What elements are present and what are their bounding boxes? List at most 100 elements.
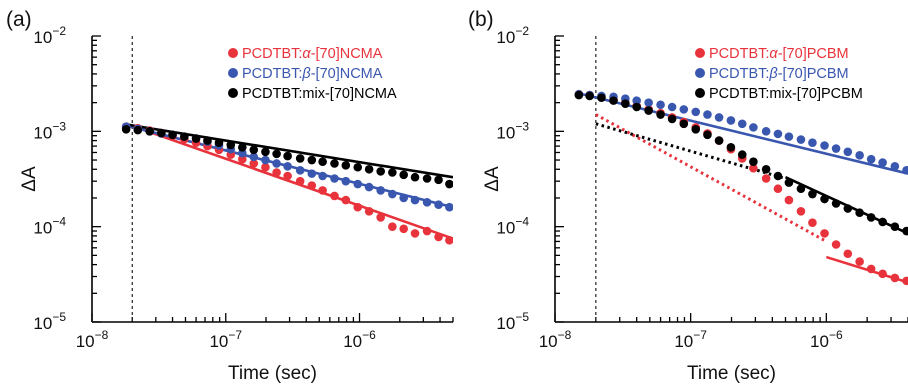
data-point	[249, 145, 259, 155]
panel-label: (b)	[468, 8, 494, 31]
data-point	[890, 161, 900, 171]
data-point	[341, 161, 351, 170]
y-tick-label: 10−4	[33, 215, 66, 238]
y-tick-label: 10−3	[33, 119, 66, 142]
data-point	[434, 175, 443, 185]
data-point	[866, 213, 876, 222]
data-point	[168, 130, 177, 140]
legend-entry: PCDTBT:β-[70]NCMA	[242, 66, 383, 82]
data-point	[249, 152, 259, 162]
data-point	[773, 171, 783, 181]
data-point	[388, 168, 397, 177]
data-point	[656, 100, 665, 110]
data-point	[737, 119, 747, 129]
y-tick-label: 10−5	[33, 310, 66, 333]
data-point	[272, 168, 281, 177]
data-point	[214, 138, 224, 147]
data-point	[330, 191, 339, 201]
data-point	[796, 206, 806, 216]
legend-entry: PCDTBT:mix-[70]PCBM	[709, 86, 863, 102]
data-point	[157, 128, 166, 138]
data-point	[831, 144, 841, 153]
data-point	[656, 110, 665, 119]
panel-label: (a)	[6, 8, 32, 31]
data-point	[283, 151, 292, 161]
data-point	[364, 164, 374, 174]
data-point	[808, 189, 817, 199]
data-point	[644, 98, 653, 107]
data-point	[843, 147, 853, 157]
data-point	[307, 181, 317, 190]
x-axis-title: Time (sec)	[228, 363, 317, 384]
data-point	[621, 99, 630, 108]
legend-marker	[695, 48, 705, 58]
data-point	[726, 116, 736, 125]
data-point	[238, 154, 247, 164]
fit-line	[125, 122, 453, 240]
data-point	[878, 217, 887, 227]
data-point	[353, 162, 363, 172]
data-point	[902, 226, 908, 236]
data-point	[445, 202, 453, 212]
x-axis-title: Time (sec)	[687, 363, 776, 384]
fit-line-dotted	[595, 113, 828, 243]
legend-marker	[695, 68, 705, 78]
x-tick-label: 10−7	[209, 328, 242, 351]
data-point	[703, 110, 712, 119]
data-point	[820, 229, 829, 238]
data-point	[866, 154, 876, 164]
data-point	[399, 224, 409, 234]
data-point	[261, 147, 270, 157]
data-point	[784, 132, 794, 141]
data-point	[410, 172, 420, 182]
chart-panel-b: 10−8 10−7 10−6 10−5 10−4 10−3 10−2 Time (sec) ΔA…	[468, 8, 908, 384]
data-point	[855, 257, 864, 266]
data-point	[878, 158, 887, 167]
data-point	[691, 107, 701, 117]
data-point	[283, 171, 292, 181]
legend-entry: PCDTBT:mix-[70]NCMA	[242, 86, 397, 102]
data-point	[585, 91, 594, 101]
data-point	[761, 164, 771, 174]
data-point	[353, 202, 363, 212]
data-point	[761, 174, 771, 183]
data-point	[318, 157, 327, 167]
data-point	[679, 119, 689, 129]
data-point	[679, 105, 689, 114]
y-tick-label: 10−3	[496, 119, 529, 142]
legend-entry: PCDTBT:α-[70]PCBM	[709, 46, 849, 62]
data-point	[737, 150, 747, 159]
data-point	[890, 222, 900, 231]
data-point	[399, 170, 409, 180]
plot-area	[121, 122, 453, 245]
data-point	[714, 136, 724, 145]
data-point	[749, 157, 758, 167]
data-point	[434, 232, 443, 242]
data-point	[667, 102, 677, 112]
chart-panel-a: 10−8 10−7 10−6 10−5 10−4 10−3 10−2 Time (sec) ΔA…	[6, 8, 454, 384]
legend-entry: PCDTBT:β-[70]PCBM	[709, 66, 849, 82]
data-point	[784, 178, 794, 187]
data-point	[261, 155, 270, 165]
data-point	[295, 154, 305, 163]
data-point	[283, 161, 292, 171]
data-point	[238, 148, 247, 158]
data-point	[749, 123, 758, 132]
data-point	[364, 182, 374, 192]
data-point	[843, 204, 853, 213]
data-point	[422, 198, 432, 207]
data-point	[902, 166, 908, 175]
legend-entry: PCDTBT:α-[70]NCMA	[242, 46, 383, 62]
data-point	[399, 193, 409, 203]
data-point	[597, 93, 606, 103]
data-point	[226, 140, 236, 150]
data-point	[784, 195, 794, 205]
data-point	[295, 166, 305, 175]
data-point	[261, 162, 270, 172]
data-point	[445, 235, 453, 245]
data-point	[808, 138, 817, 147]
y-tick-label: 10−2	[33, 24, 66, 47]
x-tick-label: 10−6	[810, 328, 843, 351]
data-point	[796, 184, 806, 194]
